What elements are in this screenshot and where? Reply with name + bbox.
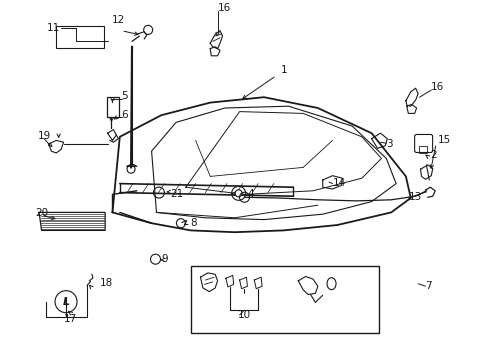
- Bar: [56, 26, 104, 48]
- Text: 15: 15: [437, 135, 450, 145]
- Text: 17: 17: [64, 314, 78, 324]
- Text: 4: 4: [246, 189, 253, 199]
- Text: 20: 20: [35, 208, 48, 218]
- Text: 14: 14: [332, 178, 345, 188]
- Text: 7: 7: [425, 281, 431, 291]
- Bar: [106, 97, 119, 117]
- Text: 1: 1: [281, 65, 287, 75]
- Circle shape: [235, 190, 242, 197]
- Text: 11: 11: [46, 23, 60, 33]
- Text: 10: 10: [238, 310, 250, 320]
- Bar: [190, 266, 378, 333]
- Text: 6: 6: [121, 110, 128, 120]
- Text: 3: 3: [386, 139, 392, 149]
- Text: 9: 9: [161, 254, 168, 264]
- Text: 8: 8: [190, 218, 197, 228]
- Text: 18: 18: [100, 278, 113, 288]
- Text: 12: 12: [111, 15, 124, 25]
- Text: 13: 13: [407, 192, 421, 202]
- Text: 16: 16: [430, 82, 444, 92]
- Bar: [418, 146, 427, 153]
- Text: 21: 21: [170, 189, 183, 199]
- Text: L: L: [62, 297, 69, 307]
- Text: 16: 16: [217, 3, 230, 13]
- Text: 19: 19: [38, 131, 51, 141]
- Text: 5: 5: [121, 91, 128, 102]
- Text: 2: 2: [429, 150, 436, 160]
